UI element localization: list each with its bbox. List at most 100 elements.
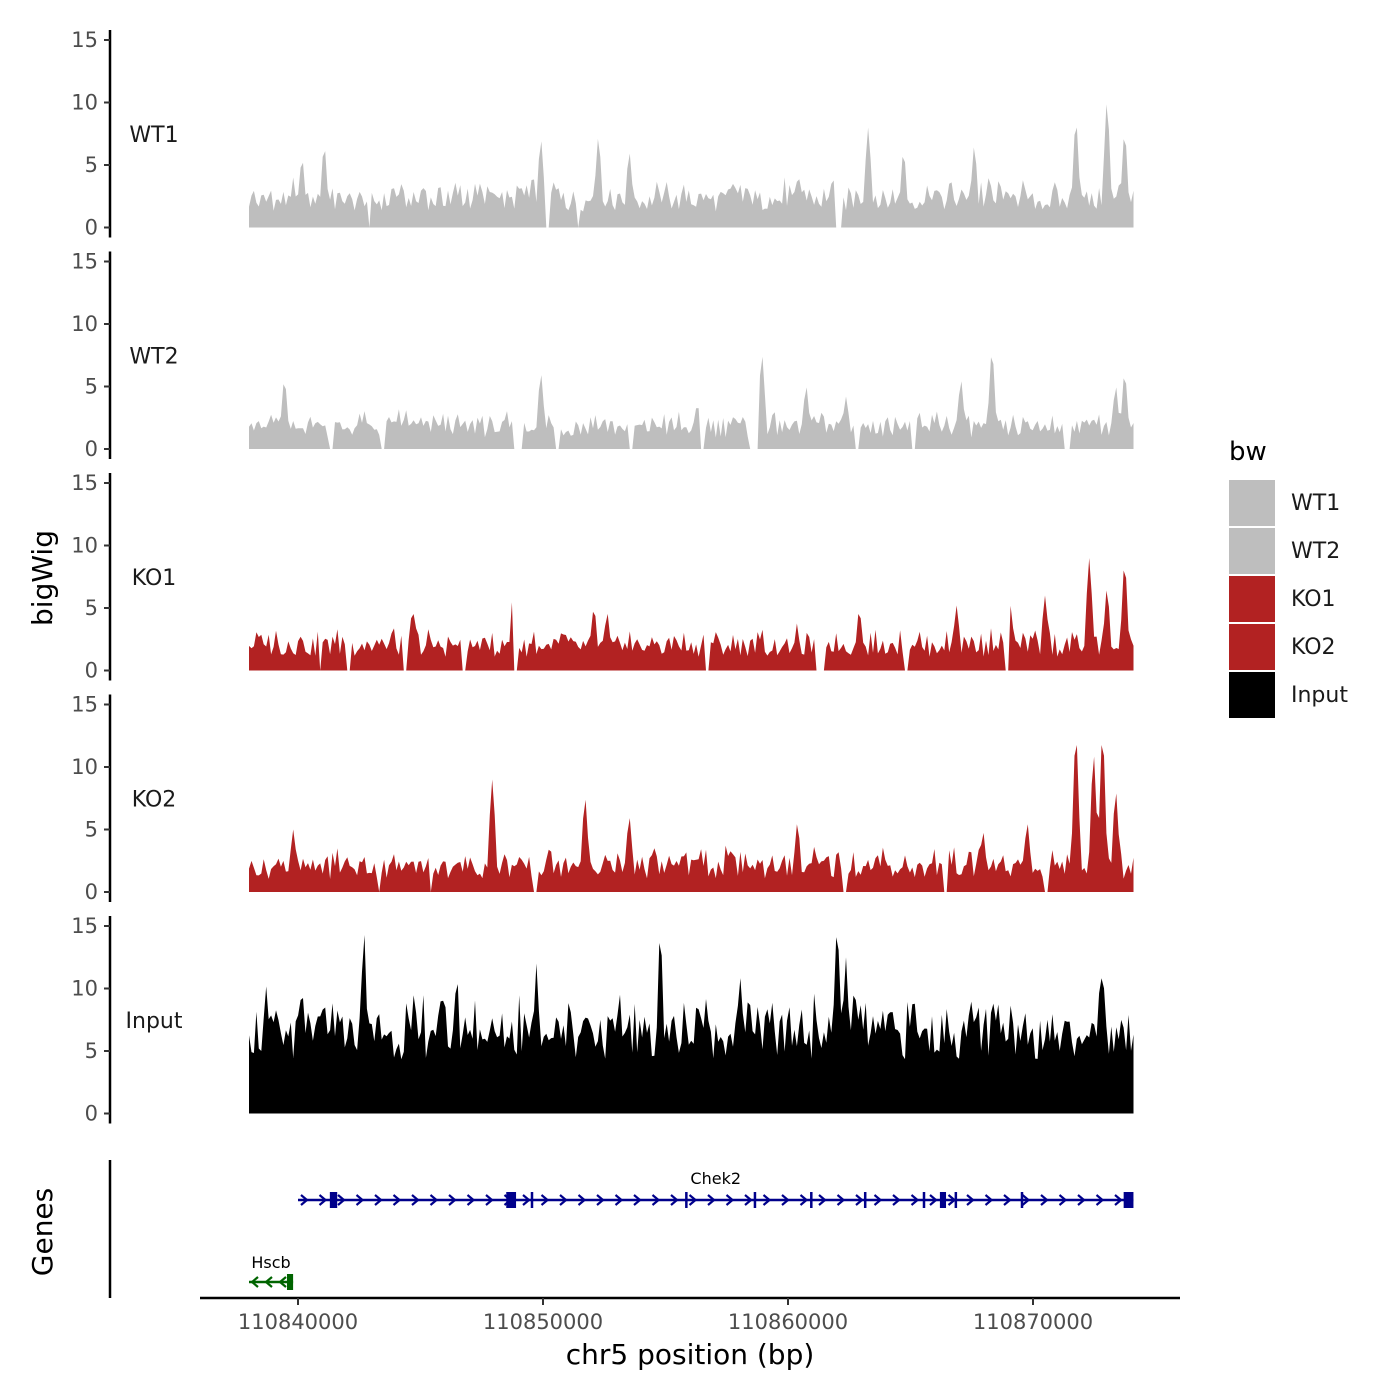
track-label: KO1 (132, 566, 177, 591)
strand-chevron (836, 1194, 846, 1206)
track-input: 0 5 10 15 Input (71, 914, 1134, 1126)
strand-chevron (929, 1194, 938, 1206)
strand-chevron (392, 1194, 402, 1206)
strand-chevron (374, 1194, 383, 1206)
y-tick-label: 5 (85, 596, 98, 620)
legend-label-wt2: WT2 (1291, 539, 1340, 564)
strand-chevron (818, 1194, 827, 1206)
strand-chevron (596, 1194, 605, 1206)
strand-chevron (250, 1276, 259, 1288)
strand-chevron (984, 1194, 994, 1206)
legend-key-wt2 (1229, 528, 1275, 574)
strand-chevron (892, 1194, 901, 1206)
y-tick-label: 0 (85, 216, 98, 240)
strand-chevron (577, 1194, 587, 1206)
strand-chevron (300, 1194, 309, 1206)
track-ko2: 0 5 10 15 KO2 (71, 693, 1134, 904)
strand-chevron (614, 1194, 624, 1206)
track-ko1: 0 5 10 15 KO1 (71, 471, 1134, 683)
y-tick-label: 5 (85, 1039, 98, 1063)
y-tick-label: 0 (85, 1102, 98, 1126)
gene-exon (939, 1192, 947, 1208)
legend-label-ko2: KO2 (1291, 635, 1336, 660)
genes-panel-title: Genes (26, 1188, 59, 1276)
strand-chevron (1021, 1194, 1031, 1206)
strand-chevron (873, 1194, 883, 1206)
gene-exon (329, 1192, 338, 1208)
y-tick-label: 10 (71, 312, 98, 336)
gene-exon (863, 1192, 867, 1208)
x-axis: 110840000 110850000 110860000 110870000 (200, 1296, 1180, 1334)
legend-label-ko1: KO1 (1291, 587, 1336, 612)
track-wt2: 0 5 10 15 WT2 (71, 250, 1134, 461)
strand-chevron (725, 1194, 735, 1206)
strand-chevron (485, 1194, 494, 1206)
strand-chevron (559, 1194, 568, 1206)
strand-chevron (466, 1194, 476, 1206)
legend-key-input (1229, 672, 1275, 718)
strand-chevron (355, 1194, 365, 1206)
strand-chevron (707, 1194, 716, 1206)
strand-chevron (278, 1276, 287, 1288)
legend-title: bw (1229, 437, 1267, 467)
gene-exon (685, 1192, 688, 1208)
y-axis-title: bigWig (26, 530, 59, 626)
strand-chevron (264, 1276, 273, 1288)
y-tick-label: 15 (71, 28, 98, 52)
x-axis-title: chr5 position (bp) (566, 1338, 815, 1371)
y-tick-label: 10 (71, 91, 98, 115)
gene-annotation-panel: Chek2 Hscb (108, 1160, 1134, 1298)
gene-exon (753, 1192, 757, 1208)
strand-chevron (337, 1194, 346, 1206)
gene-chek2: Chek2 (298, 1169, 1134, 1208)
strand-chevron (651, 1194, 661, 1206)
coverage-area-wt1 (249, 104, 1134, 228)
gene-exon (286, 1274, 294, 1290)
track-label: KO2 (132, 788, 177, 813)
strand-chevron (411, 1194, 420, 1206)
strand-chevron (318, 1194, 328, 1206)
gene-exon (506, 1192, 517, 1208)
strand-chevron (1114, 1194, 1123, 1206)
strand-chevron (633, 1194, 642, 1206)
y-tick-label: 0 (85, 437, 98, 461)
gene-hscb: Hscb (249, 1253, 294, 1290)
legend-key-ko1 (1229, 576, 1275, 622)
strand-chevron (781, 1194, 790, 1206)
legend-key-wt1 (1229, 480, 1275, 526)
track-label: Input (126, 1009, 183, 1034)
legend-label-input: Input (1291, 683, 1348, 708)
strand-chevron (1040, 1194, 1049, 1206)
y-tick-label: 5 (85, 153, 98, 177)
strand-chevron (799, 1194, 809, 1206)
strand-chevron (910, 1194, 920, 1206)
y-tick-label: 10 (71, 755, 98, 779)
coverage-tracks: 0 5 10 15 WT1 0 5 10 15 WT2 0 5 10 15 KO1 0 5 10 15 KO2 0 5 10… (71, 28, 1134, 1126)
y-tick-label: 15 (71, 693, 98, 717)
x-tick-label: 110860000 (728, 1310, 848, 1334)
coverage-area-wt2 (249, 356, 1134, 449)
gene-exon (1123, 1192, 1134, 1208)
strand-chevron (1095, 1194, 1105, 1206)
gene-label: Chek2 (690, 1169, 741, 1188)
strand-chevron (762, 1194, 772, 1206)
track-label: WT2 (129, 345, 178, 370)
x-tick-label: 110850000 (483, 1310, 603, 1334)
track-wt1: 0 5 10 15 WT1 (71, 28, 1134, 240)
y-tick-label: 0 (85, 880, 98, 904)
strand-chevron (744, 1194, 753, 1206)
track-label: WT1 (129, 123, 178, 148)
strand-chevron (1058, 1194, 1068, 1206)
coverage-area-ko1 (249, 558, 1134, 671)
y-tick-label: 15 (71, 914, 98, 938)
x-tick-label: 110870000 (973, 1310, 1093, 1334)
legend: bw WT1 WT2 KO1 KO2 Input (1229, 437, 1348, 718)
strand-chevron (448, 1194, 457, 1206)
y-tick-label: 5 (85, 818, 98, 842)
strand-chevron (1077, 1194, 1086, 1206)
legend-label-wt1: WT1 (1291, 491, 1340, 516)
strand-chevron (429, 1194, 439, 1206)
coverage-area-input (249, 935, 1134, 1114)
x-tick-label: 110840000 (238, 1310, 358, 1334)
